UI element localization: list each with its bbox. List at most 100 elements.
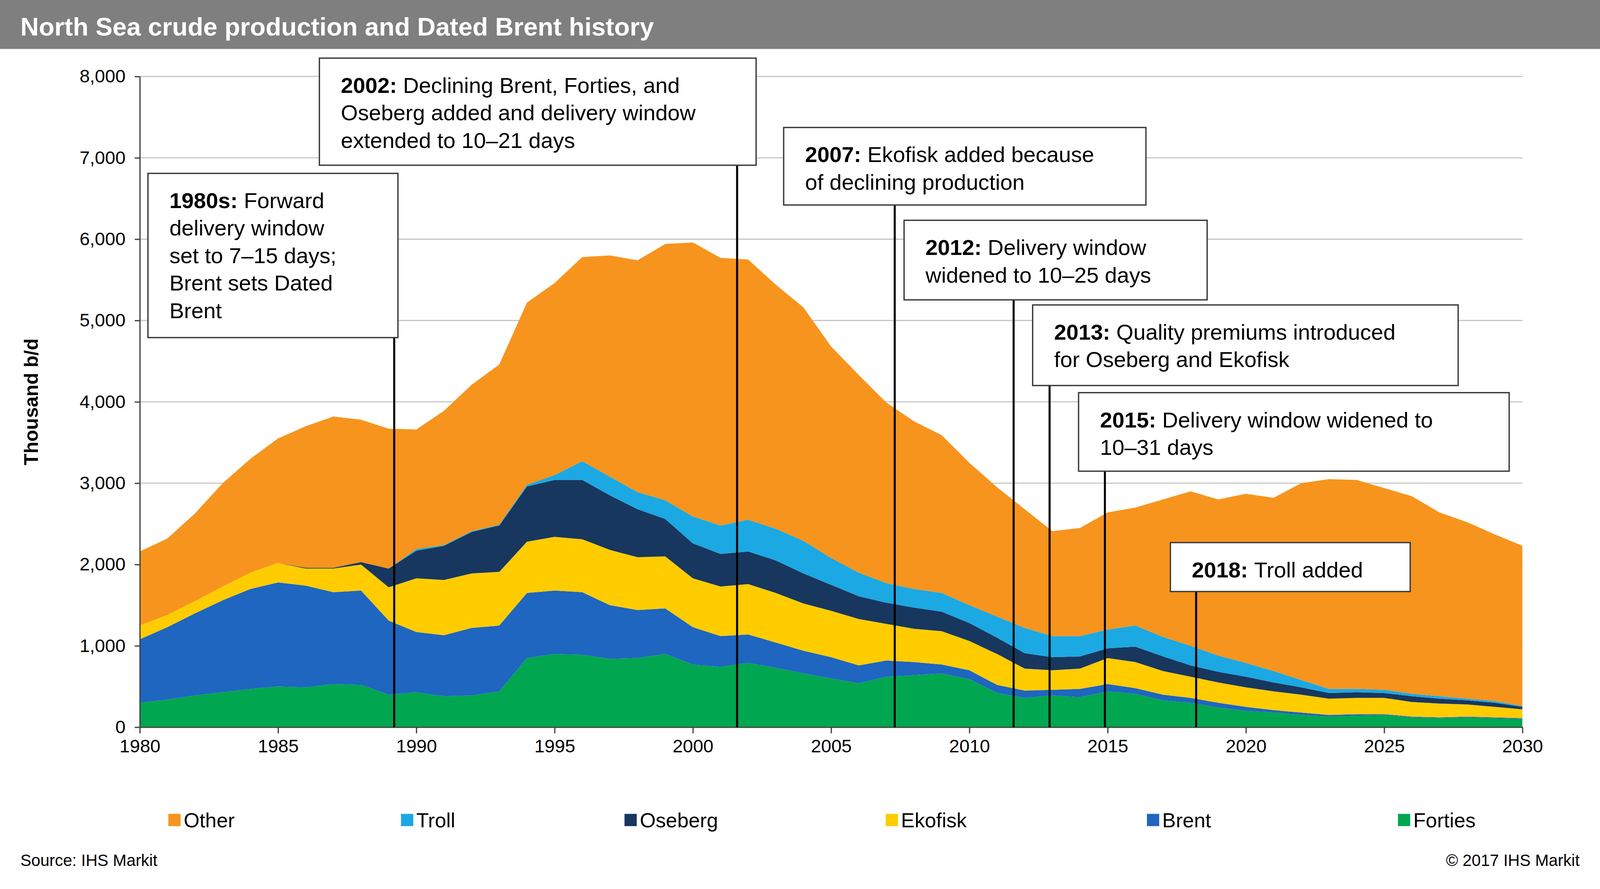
annotation-box	[319, 58, 757, 166]
annotation-text: Oseberg added and delivery window	[340, 100, 696, 125]
legend-swatch	[1146, 814, 1159, 827]
annotation-text: 2015:Delivery window widened to	[1100, 407, 1433, 433]
tick-mark	[1107, 727, 1109, 734]
annotation: 2012:Delivery windowwidened to 10–25 day…	[903, 220, 1208, 728]
annotation-leader	[393, 337, 396, 728]
annotation-label: 1980s:	[169, 188, 238, 213]
legend-swatch	[401, 814, 414, 827]
tick-mark	[134, 726, 140, 729]
tick-mark	[416, 727, 418, 734]
annotation-box	[1170, 542, 1411, 592]
legend-item: Oseberg	[624, 809, 719, 833]
legend-label: Oseberg	[639, 809, 718, 833]
tick-mark	[134, 564, 140, 566]
tick-label: 1990	[396, 735, 438, 757]
annotation-line: Quality premiums introduced	[1116, 319, 1396, 345]
tick-label: 2020	[1225, 735, 1267, 757]
legend-label: Ekofisk	[901, 809, 968, 833]
tick-mark	[134, 320, 140, 322]
tick: 2010	[949, 727, 991, 758]
legend-swatch	[168, 814, 181, 827]
annotation-text: 2007:Ekofisk added because	[805, 142, 1095, 167]
tick: 1,000	[79, 635, 140, 657]
annotation-text: widened to 10–25 days	[925, 262, 1152, 288]
tick: 3,000	[79, 472, 140, 494]
tick-label: 8,000	[79, 65, 126, 87]
legend-swatch	[885, 814, 898, 827]
tick-mark	[277, 727, 279, 734]
annotation-box	[148, 173, 399, 338]
legend-item: Forties	[1398, 809, 1476, 833]
tick-mark	[139, 727, 141, 734]
annotation: 2013:Quality premiums introducedfor Oseb…	[1032, 305, 1459, 728]
annotation-box	[1078, 392, 1509, 472]
annotation-leader	[1048, 385, 1051, 728]
annotation-line: Declining Brent, Forties, and	[403, 73, 681, 98]
tick-mark	[1521, 727, 1524, 734]
tick-label: 1995	[534, 735, 576, 757]
annotation-label: 2018:	[1191, 557, 1249, 583]
annotation-line: Delivery window widened to	[1162, 407, 1433, 433]
tick: 2,000	[79, 553, 140, 575]
tick: 2000	[672, 727, 714, 758]
annotation-text: 2018:Troll added	[1191, 557, 1363, 583]
annotation-line: Delivery window	[987, 235, 1147, 260]
annotation-line: Troll added	[1253, 557, 1363, 583]
tick-label: 5,000	[79, 309, 126, 331]
y-axis: 01,0002,0003,0004,0005,0006,0007,0008,00…	[79, 65, 141, 738]
tick-mark	[692, 727, 694, 734]
annotation-leader	[1195, 591, 1198, 728]
annotation: 1980s:Forwarddelivery windowset to 7–15 …	[148, 173, 399, 728]
tick-mark	[1245, 727, 1247, 734]
tick-label: 2015	[1087, 735, 1129, 757]
legend-swatch	[624, 814, 637, 827]
annotation-box	[1032, 305, 1459, 386]
tick: 6,000	[79, 228, 140, 250]
annotation-label: 2015:	[1100, 407, 1157, 433]
annotation-text: Brent	[169, 298, 223, 324]
legend-swatch	[1398, 814, 1411, 827]
annotation-text: set to 7–15 days;	[169, 243, 337, 268]
annotation-text: 2002:Declining Brent, Forties, and	[340, 73, 680, 98]
tick: 8,000	[79, 65, 140, 87]
annotation-text: Brent sets Dated	[169, 270, 333, 296]
annotation-text: of declining production	[805, 169, 1025, 195]
annotation-box	[903, 220, 1208, 300]
tick-label: 2010	[949, 735, 991, 757]
tick-label: 2025	[1364, 735, 1406, 757]
tick-label: 7,000	[79, 147, 126, 168]
annotation-text: extended to 10–21 days	[340, 128, 575, 153]
tick: 2030	[1502, 727, 1544, 758]
annotation-text: 2012:Delivery window	[925, 235, 1147, 260]
tick: 5,000	[79, 309, 140, 331]
y-axis-title: Thousand b/d	[20, 338, 43, 466]
tick: 4,000	[79, 391, 140, 413]
tick-label: 2000	[672, 735, 714, 757]
tick-mark	[134, 645, 140, 647]
annotation: 2015:Delivery window widened to10–31 day…	[1078, 392, 1509, 728]
annotation-leader	[735, 165, 738, 728]
tick: 2015	[1087, 727, 1129, 758]
tick: 2025	[1364, 727, 1406, 758]
tick-mark	[134, 157, 140, 159]
tick-label: 2,000	[79, 553, 126, 575]
tick-mark	[134, 76, 140, 78]
annotation-label: 2012:	[925, 235, 982, 260]
annotations: 1980s:Forwarddelivery windowset to 7–15 …	[148, 58, 1510, 728]
tick-mark	[134, 239, 140, 241]
tick: 1985	[257, 727, 299, 758]
tick-mark	[134, 482, 140, 484]
annotation-text: for Oseberg and Ekofisk	[1053, 347, 1290, 372]
tick-label: 4,000	[79, 391, 126, 413]
legend-label: Brent	[1162, 809, 1211, 833]
annotation-label: 2007:	[805, 142, 862, 167]
legend-item: Other	[168, 809, 235, 833]
tick-label: 6,000	[79, 228, 126, 250]
x-axis: 1980198519901995200020052010201520202025…	[119, 727, 1543, 758]
grid	[139, 76, 1523, 728]
legend-item: Troll	[401, 809, 456, 833]
tick-label: 2005	[810, 735, 852, 757]
source: Source: IHS Markit	[20, 851, 158, 870]
copyright: © 2017 IHS Markit	[1446, 851, 1580, 870]
annotation-text: 1980s:Forward	[169, 188, 325, 213]
